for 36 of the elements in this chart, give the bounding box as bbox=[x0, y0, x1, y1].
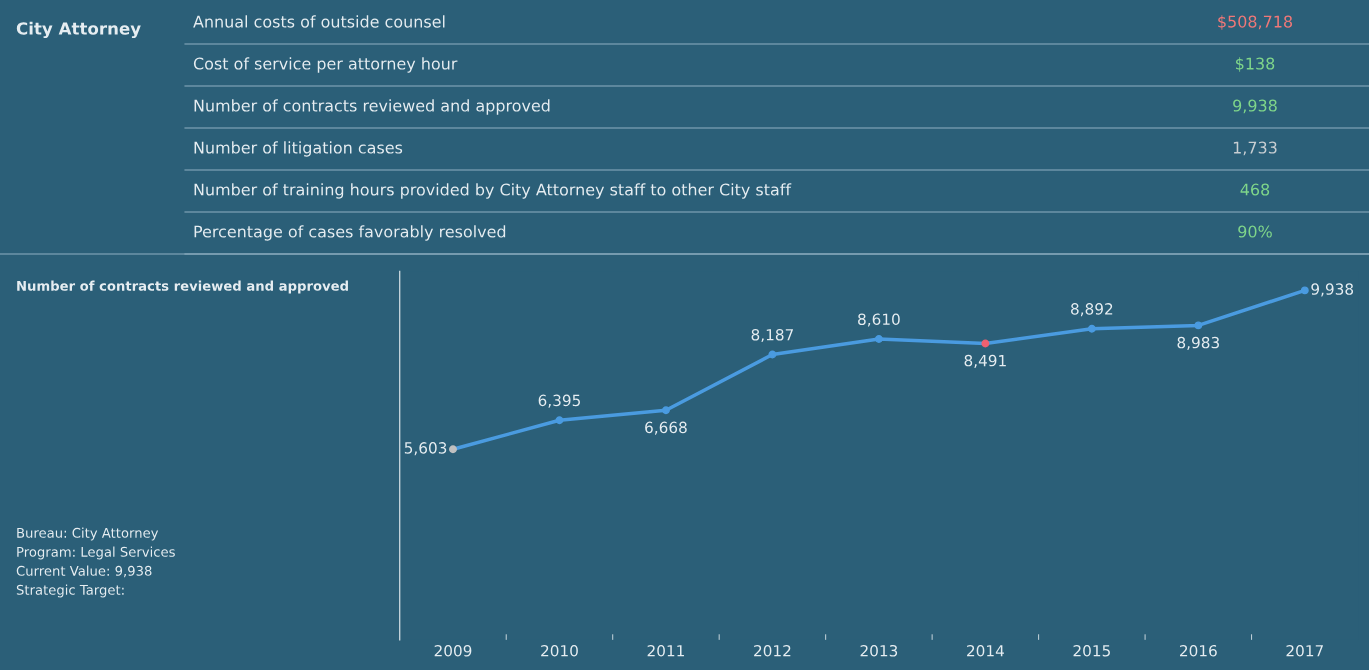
text: Number of contracts reviewed and approved bbox=[17, 280, 348, 294]
category-label: Cost of service per attorney hour bbox=[193, 57, 458, 73]
data-label: 5,603 bbox=[404, 442, 447, 456]
data-label: 6,668 bbox=[645, 421, 687, 435]
category-label: Number of contracts reviewed and approved bbox=[194, 99, 550, 115]
text: 9,938 bbox=[1233, 99, 1277, 114]
data-label: 8,983 bbox=[1177, 336, 1219, 350]
text: $138 bbox=[1236, 57, 1275, 72]
x-tick-label: 2017 bbox=[1286, 644, 1323, 657]
x-tick-label: 2009 bbox=[434, 644, 472, 657]
category-label: Number of training hours provided by City Attorney staff to other City staff bbox=[194, 183, 792, 199]
x-tick-label: 2015 bbox=[1073, 644, 1110, 657]
text: 1,733 bbox=[1233, 141, 1277, 156]
data-label: 8,491 bbox=[964, 354, 1006, 368]
text: $508,718 bbox=[1218, 15, 1293, 30]
text: Current Value: 9,938 bbox=[16, 565, 152, 578]
text: Strategic Target: bbox=[16, 584, 124, 598]
category-label: Annual costs of outside counsel bbox=[193, 15, 445, 28]
x-tick-label: 2012 bbox=[754, 644, 791, 657]
category-label: Percentage of cases favorably resolved bbox=[194, 225, 506, 241]
category-label: Number of litigation cases bbox=[194, 141, 403, 157]
text: Program: Legal Services bbox=[17, 546, 175, 560]
text: 468 bbox=[1240, 183, 1270, 196]
x-tick-label: 2010 bbox=[541, 644, 578, 657]
text: 90% bbox=[1238, 225, 1272, 238]
x-tick-label: 2016 bbox=[1180, 644, 1217, 657]
x-tick-label: 2013 bbox=[860, 644, 898, 657]
data-label: 8,610 bbox=[858, 313, 900, 327]
x-tick-label: 2011 bbox=[647, 644, 684, 657]
data-label: 8,187 bbox=[751, 328, 793, 343]
data-label: 8,892 bbox=[1071, 303, 1113, 317]
text: City Attorney bbox=[16, 21, 141, 39]
data-label: 9,938 bbox=[1311, 283, 1354, 297]
text: Bureau: City Attorney bbox=[17, 527, 159, 541]
data-label: 6,395 bbox=[538, 394, 580, 408]
x-tick-label: 2014 bbox=[967, 644, 1004, 657]
